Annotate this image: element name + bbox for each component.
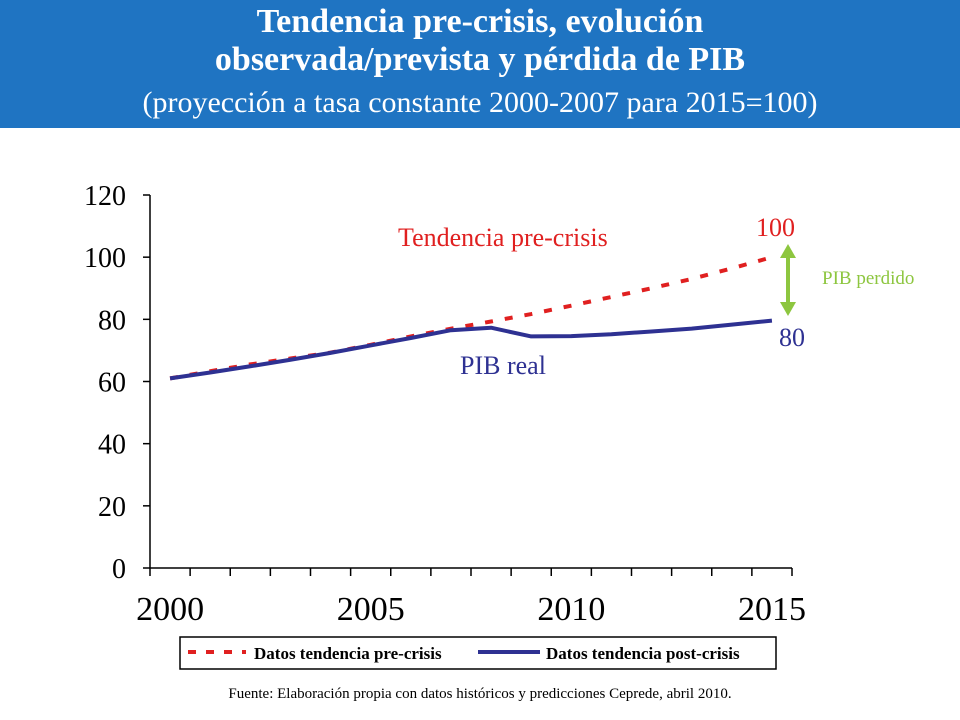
legend-label-trend: Datos tendencia pre-crisis (254, 644, 442, 663)
x-tick-label: 2015 (738, 591, 806, 628)
x-tick-label: 2005 (337, 591, 405, 628)
source-note: Fuente: Elaboración propia con datos his… (228, 686, 732, 702)
trend-label: Tendencia pre-crisis (398, 223, 608, 252)
end-value-high: 100 (756, 213, 795, 242)
y-tick-label: 60 (98, 368, 126, 399)
x-tick-label: 2000 (136, 591, 204, 628)
y-tick-label: 0 (112, 554, 126, 585)
y-tick-label: 40 (98, 430, 126, 461)
y-tick-label: 120 (84, 181, 126, 212)
y-tick-label: 20 (98, 492, 126, 523)
subtitle: (proyección a tasa constante 2000-2007 p… (142, 86, 818, 119)
y-tick-label: 80 (98, 305, 126, 336)
title-line-2: observada/prevista y pérdida de PIB (214, 41, 746, 78)
title-banner: Tendencia pre-crisis, evolución observad… (0, 0, 960, 128)
end-value-low: 80 (779, 323, 805, 352)
legend: Datos tendencia pre-crisis Datos tendenc… (179, 636, 777, 670)
lost-gdp-arrow (780, 244, 796, 316)
lost-gdp-label: PIB perdido (822, 268, 914, 289)
real-label: PIB real (460, 351, 546, 380)
x-tick-label: 2010 (537, 591, 605, 628)
y-tick-label: 100 (84, 243, 126, 274)
series-line-real (169, 318, 773, 381)
title-line-1: Tendencia pre-crisis, evolución (256, 3, 704, 40)
legend-label-real: Datos tendencia post-crisis (546, 644, 740, 663)
